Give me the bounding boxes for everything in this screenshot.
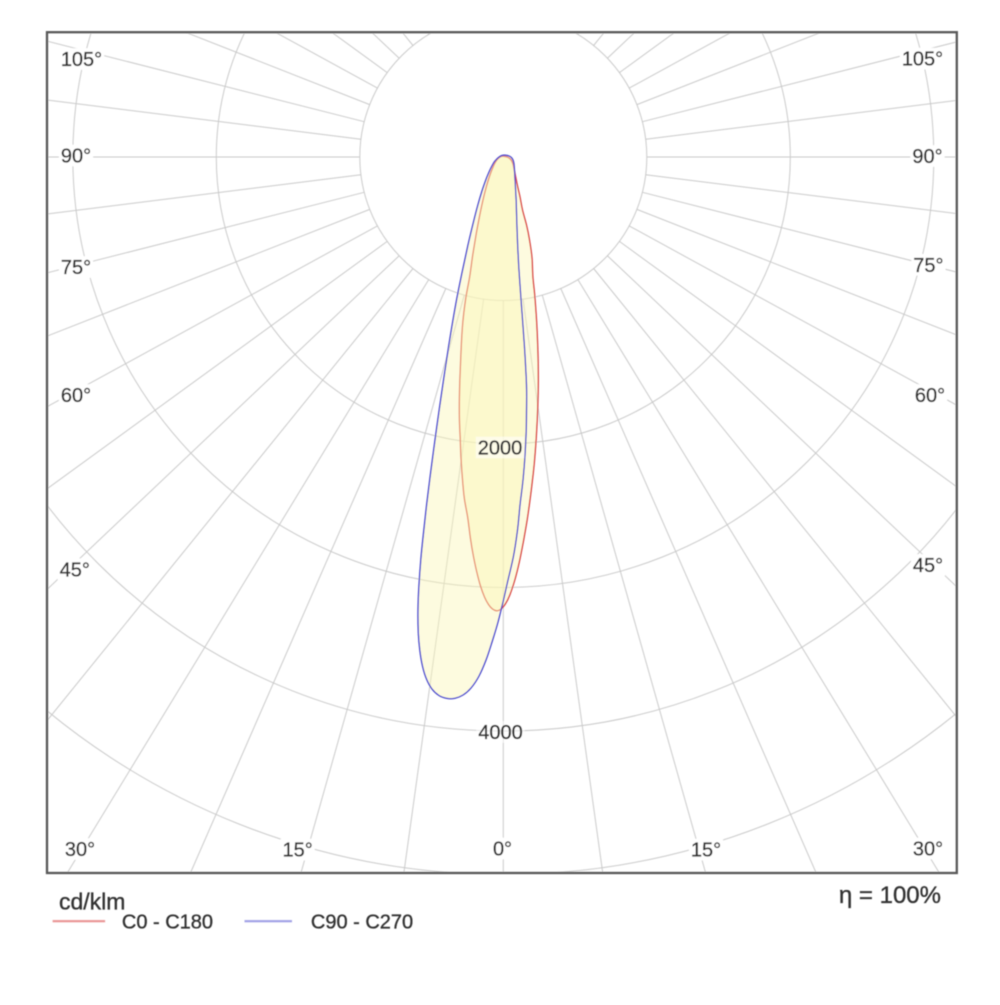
svg-text:cd/klm: cd/klm (59, 889, 125, 915)
svg-text:C0 - C180: C0 - C180 (122, 912, 213, 934)
svg-text:4000: 4000 (478, 722, 523, 744)
svg-text:75°: 75° (61, 257, 91, 279)
svg-text:105°: 105° (902, 49, 943, 71)
svg-text:105°: 105° (61, 49, 102, 71)
svg-text:45°: 45° (60, 559, 90, 581)
svg-text:η = 100%: η = 100% (839, 882, 941, 909)
svg-text:C90 - C270: C90 - C270 (311, 912, 413, 934)
svg-text:15°: 15° (282, 840, 312, 862)
svg-text:0°: 0° (493, 839, 512, 861)
svg-text:90°: 90° (912, 146, 942, 168)
svg-text:60°: 60° (61, 385, 91, 407)
svg-text:45°: 45° (913, 555, 943, 577)
svg-text:60°: 60° (915, 385, 945, 407)
svg-text:90°: 90° (61, 146, 91, 168)
svg-text:15°: 15° (691, 840, 721, 862)
svg-text:30°: 30° (913, 839, 943, 861)
svg-text:2000: 2000 (478, 438, 523, 460)
svg-text:75°: 75° (913, 255, 943, 277)
svg-text:30°: 30° (65, 839, 95, 861)
